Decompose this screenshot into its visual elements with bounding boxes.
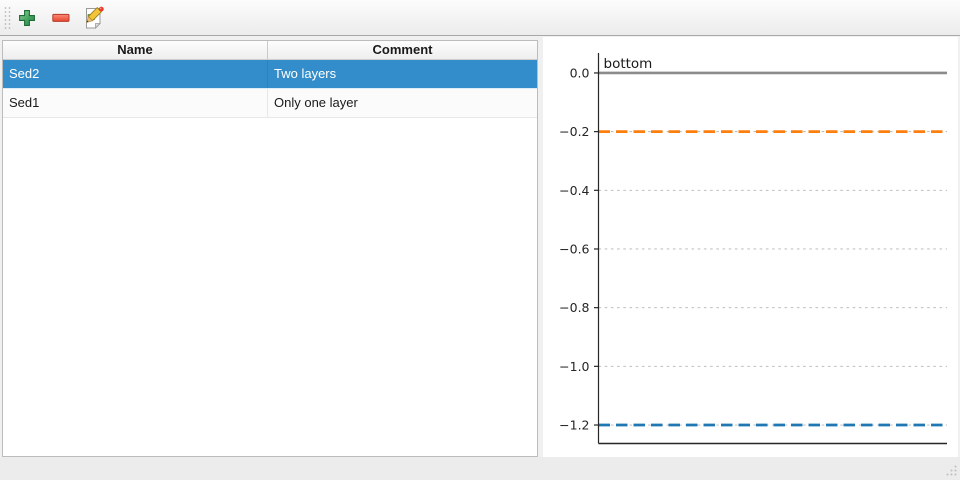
table-header-row: Name Comment (3, 41, 537, 60)
cell-name[interactable]: Sed2 (3, 60, 268, 88)
plus-icon (19, 10, 35, 26)
toolbar-grip-handle[interactable] (3, 6, 12, 30)
table-row-sed2[interactable]: Sed2 Two layers (3, 60, 537, 89)
edit-pencil-icon (86, 6, 104, 29)
svg-text:−1.2: −1.2 (559, 418, 589, 433)
table-row-sed1[interactable]: Sed1 Only one layer (3, 89, 537, 118)
depth-plot-svg: 0.0 −0.2 −0.4 −0.6 −0.8 −1.0 −1.2 bottom (559, 53, 947, 445)
add-button[interactable] (13, 4, 41, 32)
svg-text:−0.2: −0.2 (559, 124, 589, 139)
column-header-name[interactable]: Name (3, 41, 268, 59)
materials-table: Name Comment Sed2 Two layers Sed1 Only o… (2, 40, 538, 457)
svg-text:−0.6: −0.6 (559, 241, 589, 256)
status-bar (0, 457, 960, 480)
resize-grip-icon[interactable] (944, 463, 958, 477)
svg-text:−1.0: −1.0 (559, 359, 589, 374)
toolbar (0, 0, 960, 36)
cell-name[interactable]: Sed1 (3, 89, 268, 117)
cell-comment[interactable]: Two layers (274, 66, 337, 81)
column-header-comment[interactable]: Comment (372, 42, 433, 57)
minus-icon (52, 13, 70, 22)
depth-plot-panel: 0.0 −0.2 −0.4 −0.6 −0.8 −1.0 −1.2 bottom (543, 37, 958, 457)
edit-button[interactable] (80, 4, 108, 32)
svg-text:−0.4: −0.4 (559, 183, 589, 198)
svg-text:bottom: bottom (604, 56, 653, 72)
remove-button[interactable] (47, 4, 75, 32)
cell-comment[interactable]: Only one layer (274, 95, 358, 110)
svg-text:−0.8: −0.8 (559, 300, 589, 315)
svg-text:0.0: 0.0 (570, 65, 590, 80)
